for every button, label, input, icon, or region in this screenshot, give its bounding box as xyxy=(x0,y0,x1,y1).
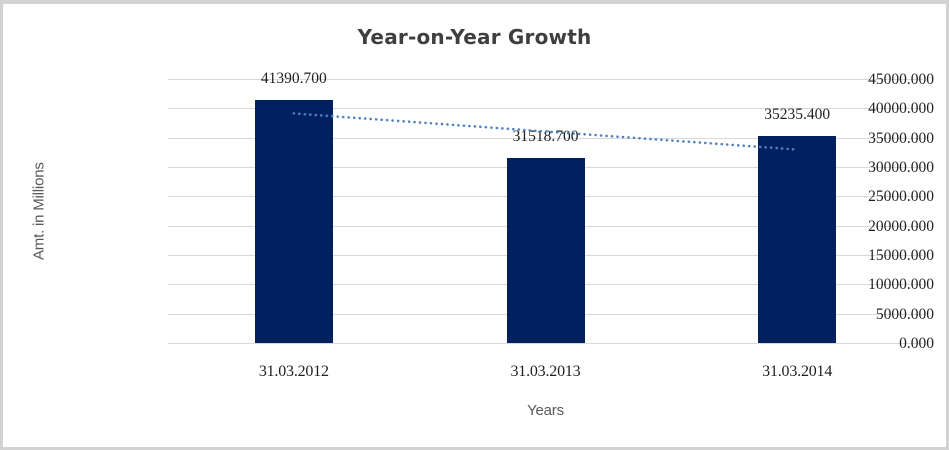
plot-area: 41390.700 31518.700 35235.400 xyxy=(168,70,923,344)
y-tick-label: 15000.000 xyxy=(868,247,934,264)
y-tick-label: 45000.000 xyxy=(868,71,934,88)
bar xyxy=(758,136,837,343)
gridline xyxy=(168,108,923,110)
y-tick-label: 0.000 xyxy=(899,335,934,352)
bar xyxy=(254,100,333,343)
bar-data-label: 41390.700 xyxy=(260,70,327,88)
gridline xyxy=(168,343,923,344)
y-tick-label: 30000.000 xyxy=(868,159,934,176)
y-tick-label: 20000.000 xyxy=(868,217,934,235)
y-tick-label: 10000.000 xyxy=(868,276,934,294)
gridline xyxy=(168,79,923,80)
x-tick-label: 31.03.2013 xyxy=(510,363,581,380)
bar xyxy=(506,158,585,343)
y-axis-title: Amt. in Millions xyxy=(30,162,48,260)
y-tick-label: 5000.000 xyxy=(875,305,934,323)
x-tick-label: 31.03.2014 xyxy=(762,363,833,380)
bar-data-label: 31518.700 xyxy=(512,128,579,146)
x-axis-title: Years xyxy=(527,402,564,419)
x-tick-label: 31.03.2012 xyxy=(258,363,329,380)
y-tick-label: 35000.000 xyxy=(868,129,934,147)
chart-title: Year-on-Year Growth xyxy=(357,25,592,49)
y-tick-label: 40000.000 xyxy=(868,100,934,118)
y-tick-label: 25000.000 xyxy=(868,188,934,206)
